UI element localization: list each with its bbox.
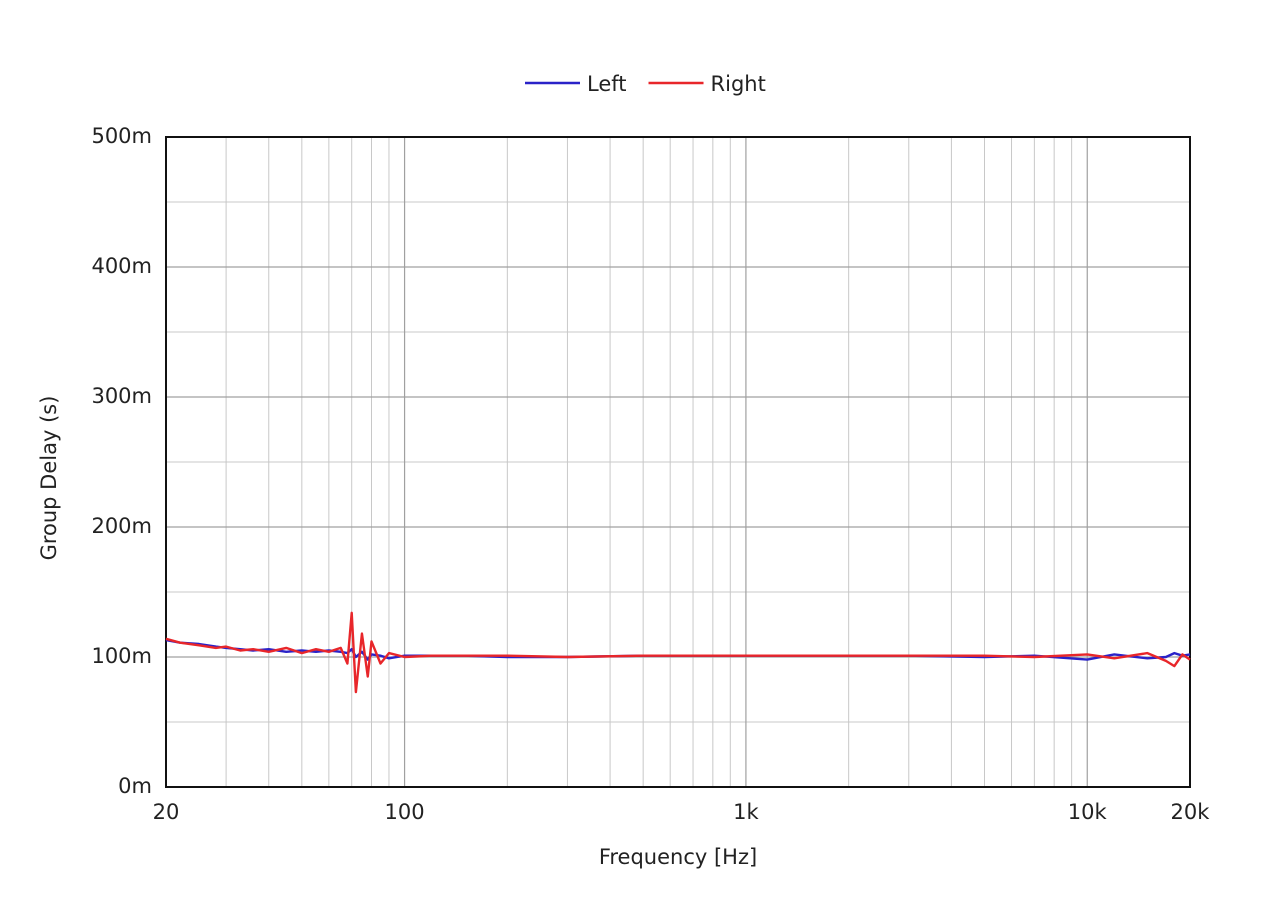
plot-frame	[165, 136, 1191, 788]
y-tick-label: 200m	[91, 514, 152, 538]
y-tick-label: 500m	[91, 124, 152, 148]
series-line	[165, 611, 1191, 694]
x-tick-label: 1k	[733, 800, 759, 824]
legend-label: Right	[711, 72, 766, 96]
x-tick-label: 10k	[1068, 800, 1108, 824]
x-tick-label: 20k	[1171, 800, 1211, 824]
y-tick-label: 400m	[91, 254, 152, 278]
y-tick-label: 100m	[91, 644, 152, 668]
y-tick-label: 0m	[118, 774, 152, 798]
y-tick-label: 300m	[91, 384, 152, 408]
x-tick-label: 100	[385, 800, 425, 824]
legend-label: Left	[587, 72, 627, 96]
x-tick-label: 20	[153, 800, 180, 824]
y-axis-label: Group Delay (s)	[37, 396, 61, 561]
x-axis-label: Frequency [Hz]	[599, 845, 757, 869]
